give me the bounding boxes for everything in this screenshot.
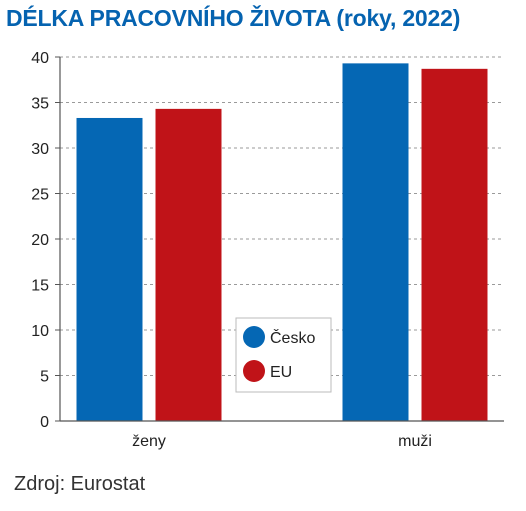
legend-label: Česko [270, 328, 315, 347]
y-tick-label: 40 [31, 50, 49, 67]
y-tick-label: 15 [31, 278, 49, 295]
legend-marker [243, 360, 265, 382]
legend-marker [243, 326, 265, 348]
source-note: Zdroj: Eurostat [14, 473, 146, 495]
y-tick-label: 10 [31, 323, 49, 340]
bar [421, 68, 488, 421]
axes [59, 57, 504, 422]
bar [155, 108, 222, 422]
y-tick-label: 0 [40, 414, 49, 431]
y-tick-label: 25 [31, 187, 49, 204]
y-axis: 0 5 10 15 20 25 30 35 40 [31, 50, 60, 431]
y-tick-label: 35 [31, 96, 49, 113]
bars [76, 63, 488, 422]
x-tick-label: ženy [132, 433, 166, 450]
legend-label: EU [270, 364, 292, 381]
chart-title: DÉLKA PRACOVNÍHO ŽIVOTA (roky, 2022) [6, 5, 461, 31]
y-tick-label: 30 [31, 141, 49, 158]
y-tick-label: 20 [31, 232, 49, 249]
legend: Česko EU [235, 317, 332, 393]
x-axis: ženy muži [132, 433, 432, 450]
chart-area: 0 5 10 15 20 25 30 35 40 ženy muži Česko EU [31, 50, 504, 450]
bar [76, 117, 143, 421]
y-tick-label: 5 [40, 369, 49, 386]
x-tick-label: muži [398, 433, 432, 450]
bar [342, 63, 409, 422]
